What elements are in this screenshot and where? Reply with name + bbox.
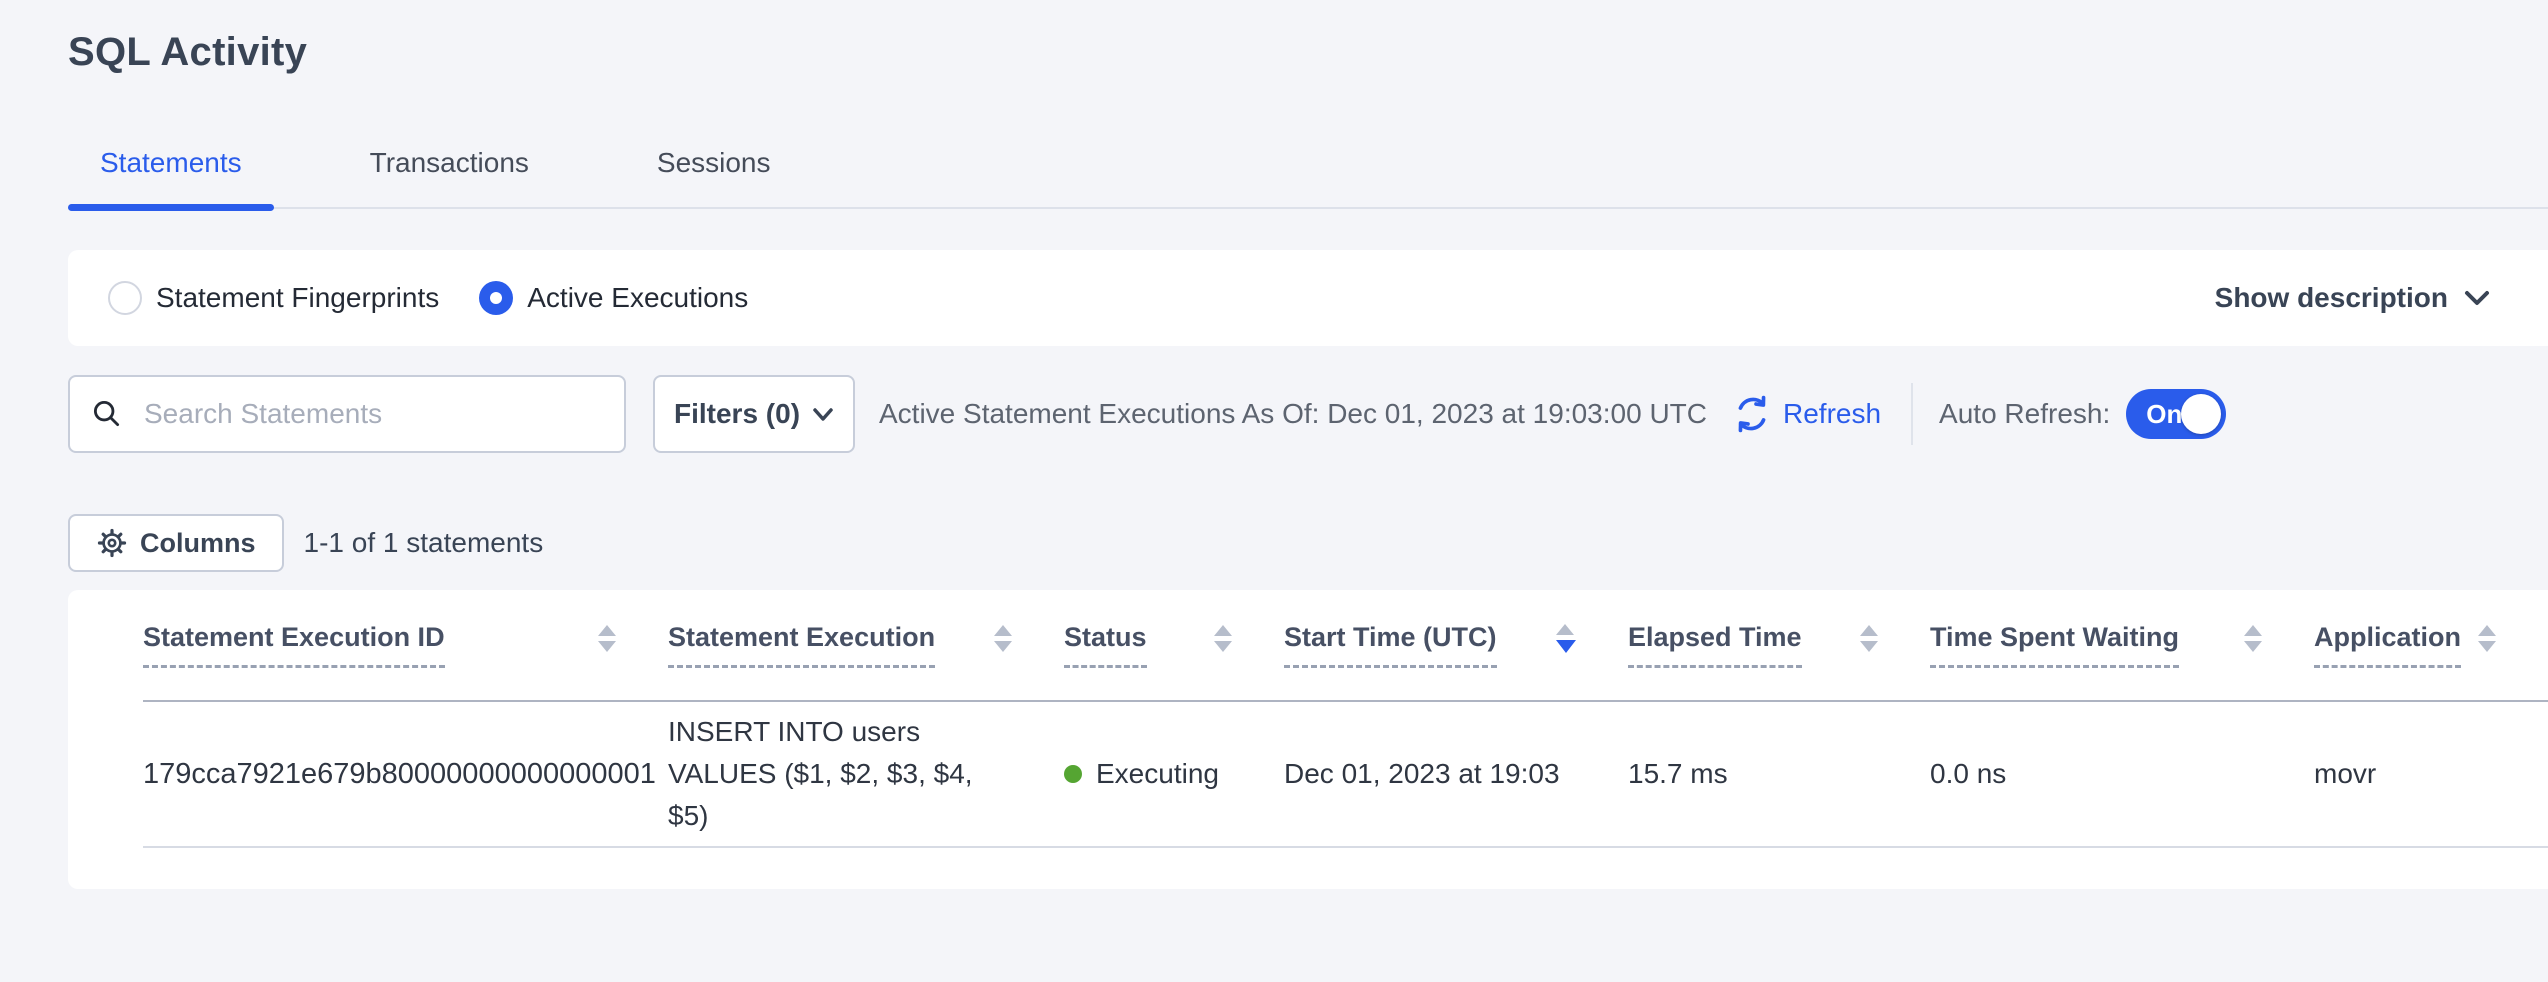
refresh-label: Refresh xyxy=(1783,398,1882,429)
filters-button[interactable]: Filters (0) xyxy=(653,375,855,453)
radio-active-executions[interactable]: Active Executions xyxy=(479,281,748,315)
radio-statement-fingerprints[interactable]: Statement Fingerprints xyxy=(108,281,439,315)
status-label: Executing xyxy=(1096,758,1219,789)
column-header-statement-execution-id[interactable]: Statement Execution ID xyxy=(143,622,668,668)
table-header-row: Statement Execution ID Statement Executi… xyxy=(143,590,2548,702)
tab-statements[interactable]: Statements xyxy=(68,146,274,211)
column-header-elapsed-time[interactable]: Elapsed Time xyxy=(1628,622,1930,668)
radio-label: Statement Fingerprints xyxy=(156,282,440,313)
search-input[interactable] xyxy=(142,397,604,431)
cell-application: movr xyxy=(2314,758,2377,789)
search-icon xyxy=(93,400,120,427)
column-header-start-time[interactable]: Start Time (UTC) xyxy=(1284,622,1628,668)
sort-icon[interactable] xyxy=(1214,624,1232,652)
radio-label: Active Executions xyxy=(527,282,749,313)
cell-execution-id[interactable]: 179cca7921e679b80000000000000001 xyxy=(143,757,656,790)
sort-icon[interactable] xyxy=(2478,624,2496,652)
show-description-toggle[interactable]: Show description xyxy=(2215,282,2490,314)
filters-label: Filters (0) xyxy=(673,398,801,429)
view-mode-card: Statement Fingerprints Active Executions… xyxy=(68,250,2548,346)
columns-button[interactable]: Columns xyxy=(68,514,284,572)
toggle-knob xyxy=(2181,394,2222,434)
search-box[interactable] xyxy=(68,375,626,453)
radio-unselected-icon xyxy=(108,281,142,315)
column-header-time-spent-waiting[interactable]: Time Spent Waiting xyxy=(1930,622,2314,668)
chevron-down-icon xyxy=(2465,291,2489,305)
cell-statement[interactable]: INSERT INTO users VALUES ($1, $2, $3, $4… xyxy=(668,716,973,831)
radio-selected-icon xyxy=(479,281,514,315)
column-header-status[interactable]: Status xyxy=(1064,622,1284,668)
cell-elapsed-time: 15.7 ms xyxy=(1628,758,1728,789)
toggle-state-label: On xyxy=(2146,398,2183,429)
sort-icon[interactable] xyxy=(598,624,616,652)
result-count: 1-1 of 1 statements xyxy=(303,527,544,558)
table-row: 179cca7921e679b80000000000000001 INSERT … xyxy=(143,702,2548,848)
cell-status: Executing xyxy=(1064,758,1284,790)
sort-icon[interactable] xyxy=(1860,624,1878,652)
statements-table: Statement Execution ID Statement Executi… xyxy=(68,590,2548,889)
sort-icon[interactable] xyxy=(994,624,1012,652)
vertical-divider xyxy=(1911,383,1914,445)
tab-transactions[interactable]: Transactions xyxy=(369,147,529,178)
tab-bar: Statements Transactions Sessions xyxy=(68,146,2548,211)
sort-icon[interactable] xyxy=(2244,624,2262,652)
chevron-down-icon xyxy=(813,407,833,421)
sort-icon-active-desc[interactable] xyxy=(1556,623,1576,653)
as-of-timestamp: Active Statement Executions As Of: Dec 0… xyxy=(879,398,1707,429)
controls-row: Filters (0) Active Statement Executions … xyxy=(68,375,2548,453)
column-header-statement-execution[interactable]: Statement Execution xyxy=(668,622,1064,668)
columns-button-label: Columns xyxy=(140,527,256,558)
cell-start-time: Dec 01, 2023 at 19:03 xyxy=(1284,758,1560,789)
gear-icon xyxy=(97,528,127,558)
tab-sessions[interactable]: Sessions xyxy=(656,147,771,178)
status-dot-icon xyxy=(1064,765,1082,783)
refresh-icon xyxy=(1738,395,1766,433)
column-header-application[interactable]: Application xyxy=(2314,622,2548,668)
auto-refresh-toggle[interactable]: On xyxy=(2126,389,2227,439)
show-description-label: Show description xyxy=(2214,282,2448,313)
refresh-button[interactable]: Refresh xyxy=(1731,393,1881,435)
auto-refresh-label: Auto Refresh: xyxy=(1939,398,2111,429)
table-toolbar: Columns 1-1 of 1 statements xyxy=(68,514,543,572)
page-title: SQL Activity xyxy=(68,30,308,74)
cell-time-spent-waiting: 0.0 ns xyxy=(1930,758,2007,789)
